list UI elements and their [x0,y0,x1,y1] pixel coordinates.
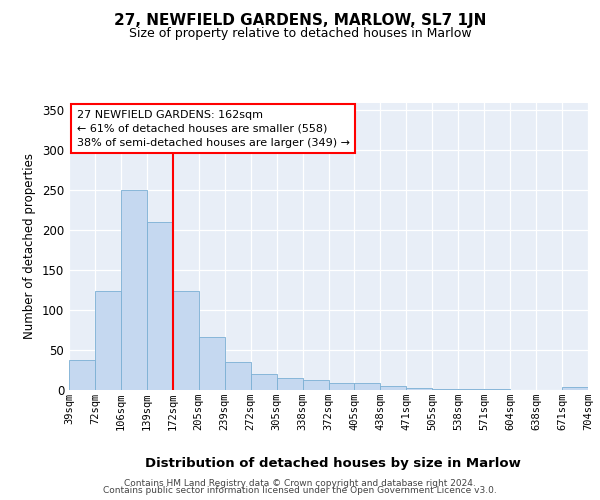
Text: Distribution of detached houses by size in Marlow: Distribution of detached houses by size … [145,458,521,470]
Bar [95,291,121,390]
Bar [173,291,199,390]
Text: Contains HM Land Registry data © Crown copyright and database right 2024.: Contains HM Land Registry data © Crown c… [124,478,476,488]
Bar [302,380,329,390]
Bar [562,387,588,390]
Bar [380,386,406,390]
Bar [277,378,302,390]
Bar [69,360,95,390]
Bar [121,190,147,390]
Bar [147,222,173,390]
Bar [484,389,510,390]
Bar [458,389,484,390]
Bar [329,383,355,390]
Text: Contains public sector information licensed under the Open Government Licence v3: Contains public sector information licen… [103,486,497,495]
Text: Size of property relative to detached houses in Marlow: Size of property relative to detached ho… [128,26,472,40]
Bar [225,362,251,390]
Bar [406,388,432,390]
Bar [251,374,277,390]
Bar [199,338,224,390]
Bar [433,389,458,390]
Text: 27 NEWFIELD GARDENS: 162sqm
← 61% of detached houses are smaller (558)
38% of se: 27 NEWFIELD GARDENS: 162sqm ← 61% of det… [77,110,350,148]
Text: 27, NEWFIELD GARDENS, MARLOW, SL7 1JN: 27, NEWFIELD GARDENS, MARLOW, SL7 1JN [114,12,486,28]
Y-axis label: Number of detached properties: Number of detached properties [23,153,37,340]
Bar [355,383,380,390]
